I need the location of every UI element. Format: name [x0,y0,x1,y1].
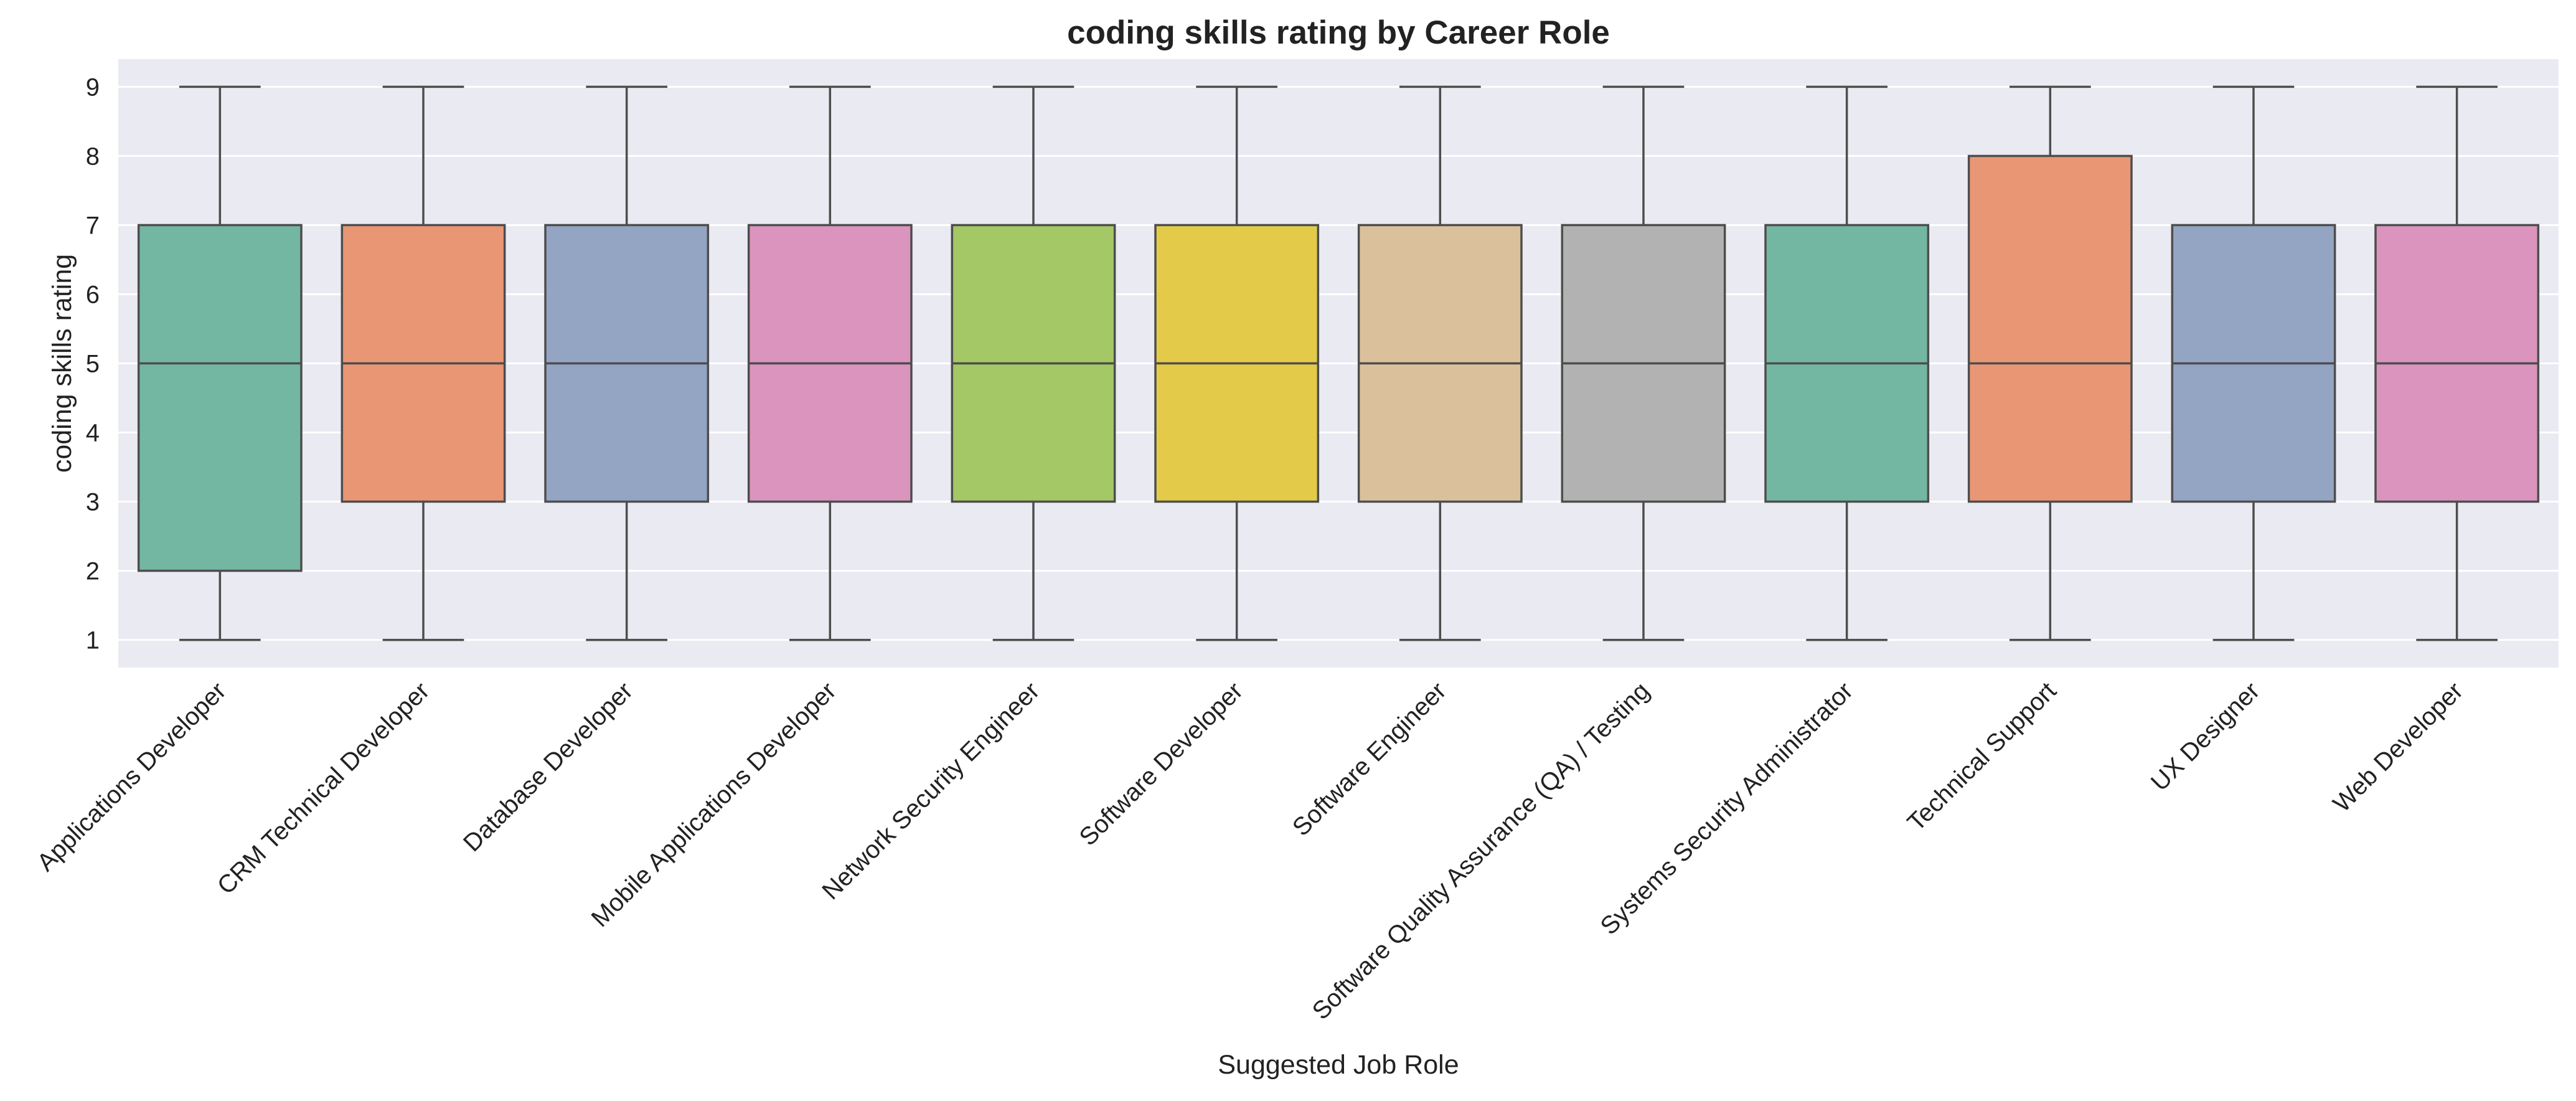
box-group [1561,85,1726,641]
x-tick-label: Software Developer [1074,677,1249,851]
x-tick-label: Network Security Engineer [817,677,1045,905]
box-iqr [1967,154,2133,503]
box-group [1154,85,1320,641]
box-group [1967,85,2133,641]
box-group [951,85,1116,641]
box-group [2171,85,2336,641]
y-tick-label: 7 [86,212,100,239]
box-iqr [137,224,303,572]
y-tick-label: 1 [86,627,100,654]
box-group [1764,85,1930,641]
x-tick-label: Applications Developer [32,677,231,876]
y-tick-label: 5 [86,351,100,378]
x-tick-label: Database Developer [458,677,638,857]
x-tick-label: CRM Technical Developer [212,677,435,900]
gridlines [118,85,2559,641]
x-tick-label: UX Designer [2146,677,2265,796]
x-tick-label: Technical Support [1902,677,2062,836]
x-tick-label: Software Quality Assurance (QA) / Testin… [1307,677,1655,1025]
x-tick-label: Mobile Applications Developer [586,677,842,932]
y-tick-label: 4 [86,420,100,447]
box-group [137,85,303,641]
plot-area [118,59,2559,668]
x-axis-label: Suggested Job Role [1218,1050,1459,1080]
y-axis-ticks: 1 2 3 4 5 6 7 8 9 [86,73,100,654]
box-group [1357,85,1523,641]
y-axis-label: coding skills rating [47,254,77,473]
box-group [747,85,913,641]
x-tick-label: Software Engineer [1287,677,1452,841]
chart-title: coding skills rating by Career Role [1067,14,1610,51]
y-tick-label: 2 [86,558,100,585]
box-group [341,85,506,641]
y-tick-label: 9 [86,73,100,101]
box-series [137,85,2540,641]
y-tick-label: 3 [86,489,100,516]
y-tick-label: 6 [86,281,100,308]
x-tick-label: Web Developer [2328,677,2468,818]
box-group [544,85,710,641]
y-tick-label: 8 [86,143,100,170]
box-group [2374,85,2540,641]
